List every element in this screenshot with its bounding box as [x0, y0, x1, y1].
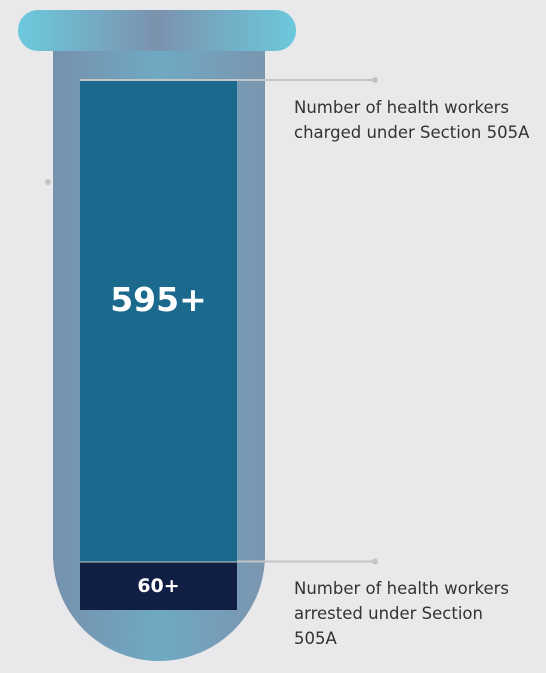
value-label: 60+: [137, 575, 179, 597]
legend-label: Number of health workers charged under S…: [294, 98, 530, 142]
tube-cap: [18, 10, 296, 51]
bar-segment: [80, 561, 237, 610]
legend-label: Number of health workers arrested under …: [294, 579, 510, 649]
leader-dot: [372, 77, 378, 83]
bar-segment: [80, 80, 237, 562]
value-label: 595+: [110, 280, 207, 319]
leader-dot: [372, 558, 378, 565]
dot: [45, 179, 51, 185]
